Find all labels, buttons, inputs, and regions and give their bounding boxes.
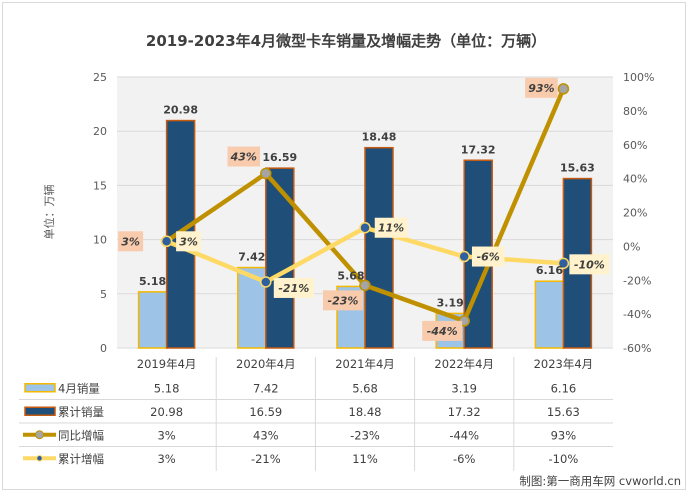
table-cell: 20.98	[150, 405, 183, 419]
x-tick-label: 2019年4月	[137, 357, 197, 371]
legend-label: 累计销量	[58, 405, 104, 419]
bar-value-label: 18.48	[362, 131, 397, 144]
growth-label-bg	[422, 320, 463, 341]
growth-label: -44%	[427, 325, 458, 338]
y-tick-label: 15	[93, 179, 107, 192]
growth-label: -23%	[328, 294, 359, 307]
growth-label-bg	[273, 277, 314, 298]
bar-monthly-sales	[137, 291, 168, 349]
y2-tick-label: 0%	[623, 240, 640, 253]
table-cell: 3%	[157, 428, 175, 442]
x-tick-label: 2022年4月	[434, 357, 494, 371]
data-table: 2019年4月 2020年4月 2021年4月 2022年4月 2023年4月 4月销量 5…	[19, 357, 613, 471]
table-cell: 5.68	[352, 381, 378, 395]
y-tick-label: 20	[93, 125, 107, 138]
bar-value-label: 5.18	[139, 275, 166, 288]
growth-label-bg	[471, 246, 505, 267]
right-axis: -60% -40% -20% 0% 20% 40% 60% 80% 100%	[623, 71, 654, 355]
data-labels: 5.18 7.42 5.68 3.19 6.16 20.98 16.59 18.48 17.32…	[118, 77, 610, 341]
table-cell: 16.59	[249, 405, 282, 419]
line-point-yoy	[359, 279, 371, 292]
bar-value-label: 5.68	[337, 269, 364, 282]
credit-text: 制图:第一商用车网 cvworld.cn	[519, 474, 681, 488]
table-cell: -21%	[251, 452, 281, 466]
y2-tick-label: 40%	[623, 173, 647, 186]
bar-value-label: 7.42	[238, 251, 265, 264]
bar-value-label: 20.98	[163, 104, 198, 117]
legend-label: 同比增幅	[58, 428, 104, 442]
bar-monthly-sales	[534, 280, 565, 349]
bar-value-label: 15.63	[560, 162, 595, 175]
table-cell: 17.32	[448, 405, 481, 419]
growth-label: 11%	[378, 222, 404, 235]
y-tick-label: 0	[100, 342, 107, 355]
table-cell: -44%	[449, 428, 479, 442]
y2-tick-label: 60%	[623, 139, 647, 152]
bar-value-label: 16.59	[262, 151, 297, 164]
growth-label: 3%	[179, 235, 198, 248]
y2-tick-label: 100%	[623, 71, 654, 84]
growth-label: -10%	[574, 258, 605, 271]
table-cell: 93%	[551, 428, 577, 442]
growth-label-bg	[227, 146, 261, 167]
bar-value-label: 6.16	[536, 264, 563, 277]
table-cell: 5.18	[154, 381, 180, 395]
table-cell: 3.19	[451, 381, 477, 395]
bar-value-label: 3.19	[437, 296, 464, 309]
legend-swatch-bar	[24, 406, 56, 416]
table-cell: 6.16	[551, 381, 577, 395]
table-cell: 15.63	[547, 405, 580, 419]
growth-label-bg	[525, 77, 558, 98]
chart-frame: 2019-2023年4月微型卡车销量及增幅走势（单位：万辆） 0 5 10 15 20 2…	[2, 2, 686, 490]
growth-label: -6%	[477, 251, 500, 264]
chart-title: 2019-2023年4月微型卡车销量及增幅走势（单位：万辆）	[146, 32, 546, 50]
line-point-cumulative	[458, 250, 470, 263]
table-cell: 43%	[253, 428, 279, 442]
growth-label-bg	[118, 231, 144, 252]
bar-cumulative-sales	[265, 167, 295, 349]
growth-label-bg	[569, 254, 610, 275]
growth-label-bg	[323, 290, 363, 311]
table-cell: -6%	[453, 452, 475, 466]
left-axis: 0 5 10 15 20 25	[93, 71, 107, 355]
y2-tick-label: -60%	[623, 342, 651, 355]
table-cell: 3%	[157, 452, 175, 466]
bar-cumulative-sales	[364, 146, 394, 349]
growth-label-bg	[374, 217, 408, 238]
line-point-yoy	[260, 167, 272, 180]
table-cell: 11%	[352, 452, 378, 466]
x-tick-label: 2021年4月	[335, 357, 395, 371]
line-point-cumulative	[160, 235, 173, 248]
y-axis-title: 单位：万辆	[42, 185, 56, 240]
table-cell: 18.48	[349, 405, 382, 419]
legend-label: 累计增幅	[58, 452, 104, 466]
line-point-cumulative	[557, 257, 570, 270]
y-tick-label: 10	[93, 234, 107, 247]
table-cell: -23%	[350, 428, 380, 442]
growth-label: -21%	[278, 282, 309, 295]
y2-tick-label: 20%	[623, 207, 647, 220]
line-point-cumulative	[359, 221, 371, 234]
line-point-cumulative	[260, 276, 272, 288]
y2-tick-label: 80%	[623, 105, 647, 118]
y2-tick-label: -40%	[623, 308, 651, 321]
growth-label: 43%	[230, 151, 257, 164]
y2-tick-label: -20%	[623, 274, 651, 287]
growth-label: 93%	[528, 82, 554, 95]
y-tick-label: 25	[93, 71, 107, 84]
x-tick-label: 2020年4月	[236, 357, 296, 371]
table-cell: -10%	[549, 452, 579, 466]
growth-label: 3%	[121, 235, 140, 248]
legend-swatch-marker	[35, 430, 44, 440]
bar-value-label: 17.32	[461, 143, 496, 156]
legend-label: 4月销量	[58, 381, 100, 395]
legend-swatch-marker	[36, 454, 43, 462]
line-point-yoy	[557, 83, 570, 95]
chart-canvas: 2019-2023年4月微型卡车销量及增幅走势（单位：万辆） 051015202…	[19, 32, 681, 488]
legend-swatch-bar	[24, 383, 56, 393]
table-cell: 7.42	[253, 381, 279, 395]
x-tick-label: 2023年4月	[534, 357, 594, 371]
growth-label-bg	[176, 231, 202, 252]
y-tick-label: 5	[100, 288, 107, 301]
